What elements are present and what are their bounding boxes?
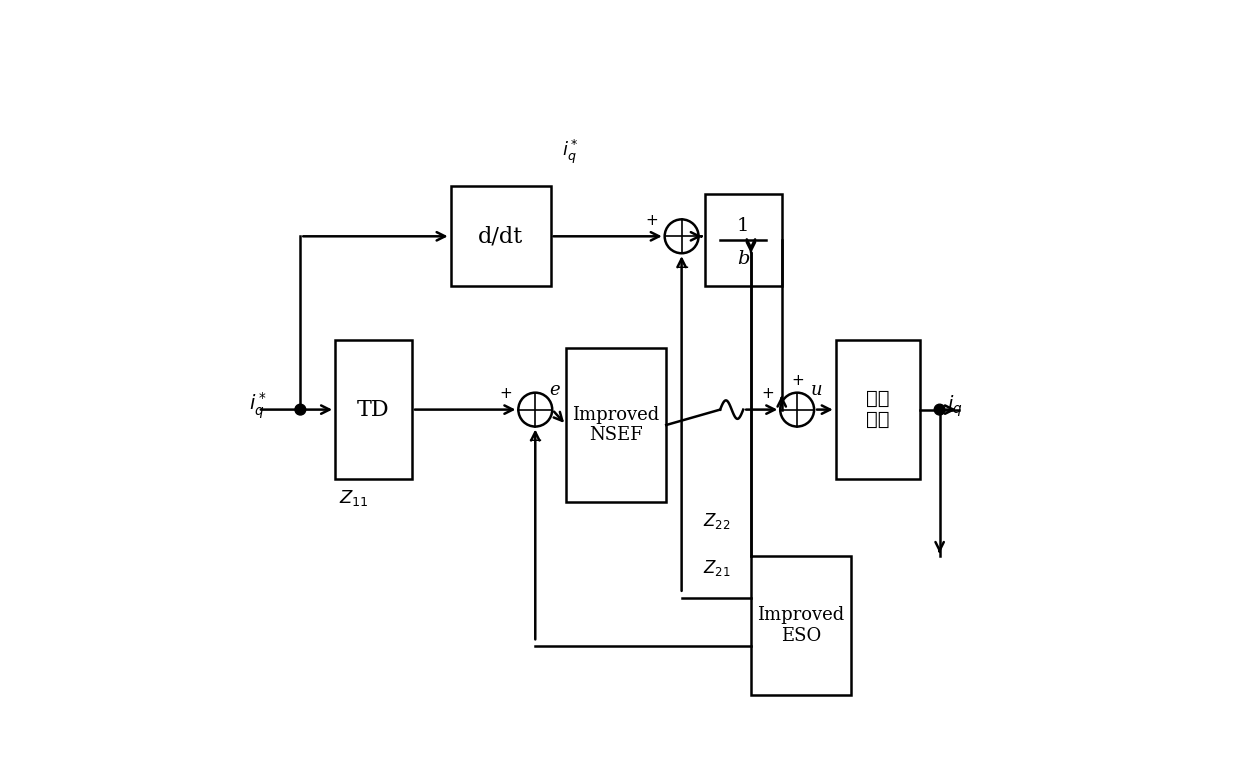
Text: Improved
NSEF: Improved NSEF bbox=[573, 406, 660, 444]
Text: $i_q$: $i_q$ bbox=[947, 393, 962, 418]
Text: −: − bbox=[527, 432, 543, 450]
Text: +: + bbox=[761, 386, 774, 401]
Text: Improved
ESO: Improved ESO bbox=[758, 606, 844, 645]
Circle shape bbox=[295, 404, 306, 415]
Text: u: u bbox=[811, 381, 822, 400]
Text: +: + bbox=[498, 386, 512, 401]
Text: e: e bbox=[549, 381, 559, 400]
Text: TD: TD bbox=[357, 399, 389, 421]
Text: d/dt: d/dt bbox=[477, 225, 523, 247]
FancyBboxPatch shape bbox=[704, 194, 781, 286]
Text: $i_q^*$: $i_q^*$ bbox=[562, 138, 578, 165]
Text: −: − bbox=[673, 258, 689, 277]
Text: b: b bbox=[737, 250, 749, 267]
Text: 被控
对象: 被控 对象 bbox=[867, 390, 890, 429]
FancyBboxPatch shape bbox=[836, 340, 920, 479]
FancyBboxPatch shape bbox=[567, 348, 666, 502]
Text: +: + bbox=[791, 373, 804, 388]
Text: $Z_{11}$: $Z_{11}$ bbox=[340, 489, 370, 508]
Text: +: + bbox=[645, 213, 658, 228]
FancyBboxPatch shape bbox=[335, 340, 412, 479]
Text: 1: 1 bbox=[737, 217, 749, 235]
Text: $Z_{22}$: $Z_{22}$ bbox=[703, 511, 730, 531]
FancyBboxPatch shape bbox=[751, 556, 851, 695]
Text: $Z_{21}$: $Z_{21}$ bbox=[703, 557, 730, 577]
Circle shape bbox=[934, 404, 945, 415]
FancyBboxPatch shape bbox=[450, 186, 551, 286]
Text: $i_q^*$: $i_q^*$ bbox=[249, 390, 267, 421]
